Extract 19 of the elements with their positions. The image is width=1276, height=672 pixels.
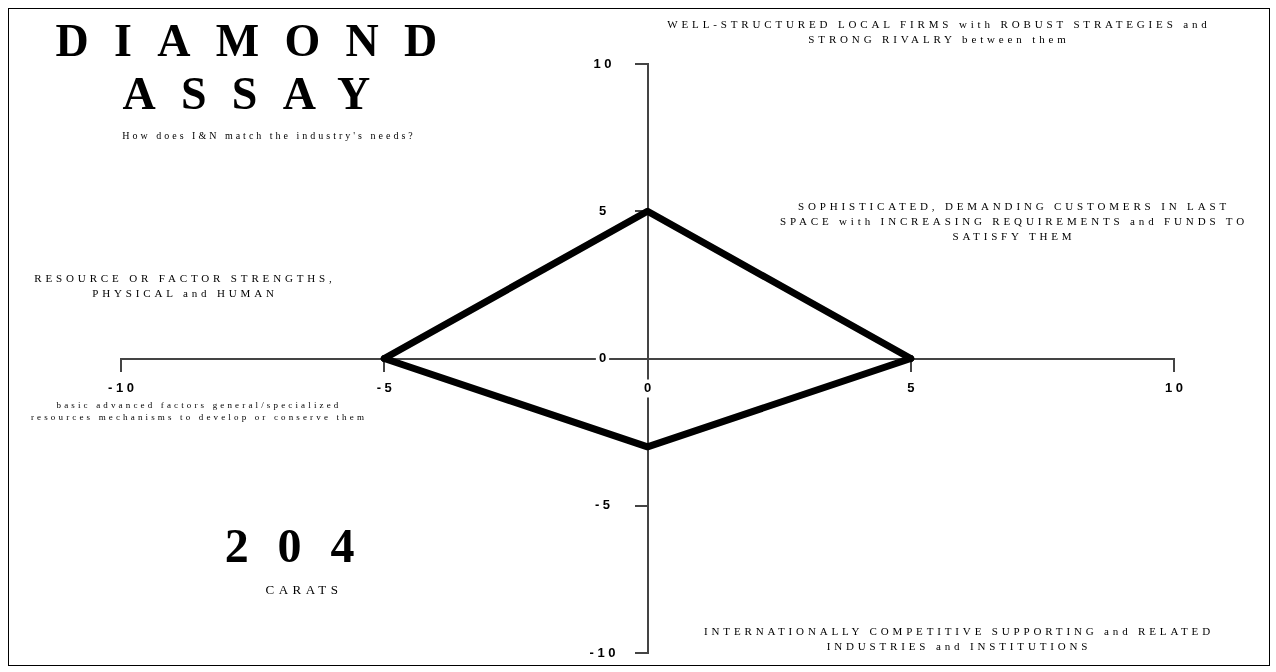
y-tick-label: - 5 [594, 497, 611, 513]
y-tick-label: 5 [598, 202, 607, 218]
y-tick-label: 0 [598, 350, 607, 366]
x-tick-label: 1 0 [1164, 380, 1184, 396]
x-tick-label: 0 [643, 380, 652, 396]
text: How does I&N match the industry's needs? [121, 129, 417, 142]
x-tick-label: - 1 0 [107, 380, 135, 396]
y-tick-label: 1 0 [593, 55, 612, 71]
annotation: SOPHISTICATED, DEMANDING CUSTOMERS IN LAST SPACE with INCREASING REQUIREMENTS and FUNDS TO SATISFY THEM [779, 199, 1249, 244]
x-tick-label: - 5 [376, 380, 392, 396]
x-tick-label: 5 [907, 380, 915, 396]
annotation: RESOURCE OR FACTOR STRENGTHS, PHYSICAL and HUMAN [33, 271, 337, 301]
y-tick-label: - 1 0 [589, 644, 616, 660]
chart-title: DIAMOND ASSAY [54, 15, 464, 121]
annotation: CARATS [264, 581, 344, 599]
annotation: basic advanced factors general/specialized resources mechanisms to develop or conserve them [29, 399, 369, 424]
text: WELL-STRUCTURED LOCAL FIRMS with ROBUST STRATEGIES and STRONG RIVALRY between them [666, 17, 1212, 47]
annotation: INTERNATIONALLY COMPETITIVE SUPPORTING and RELATED INDUSTRIES and INSTITUTIONS [703, 624, 1215, 654]
annotation: 204 [223, 518, 385, 574]
